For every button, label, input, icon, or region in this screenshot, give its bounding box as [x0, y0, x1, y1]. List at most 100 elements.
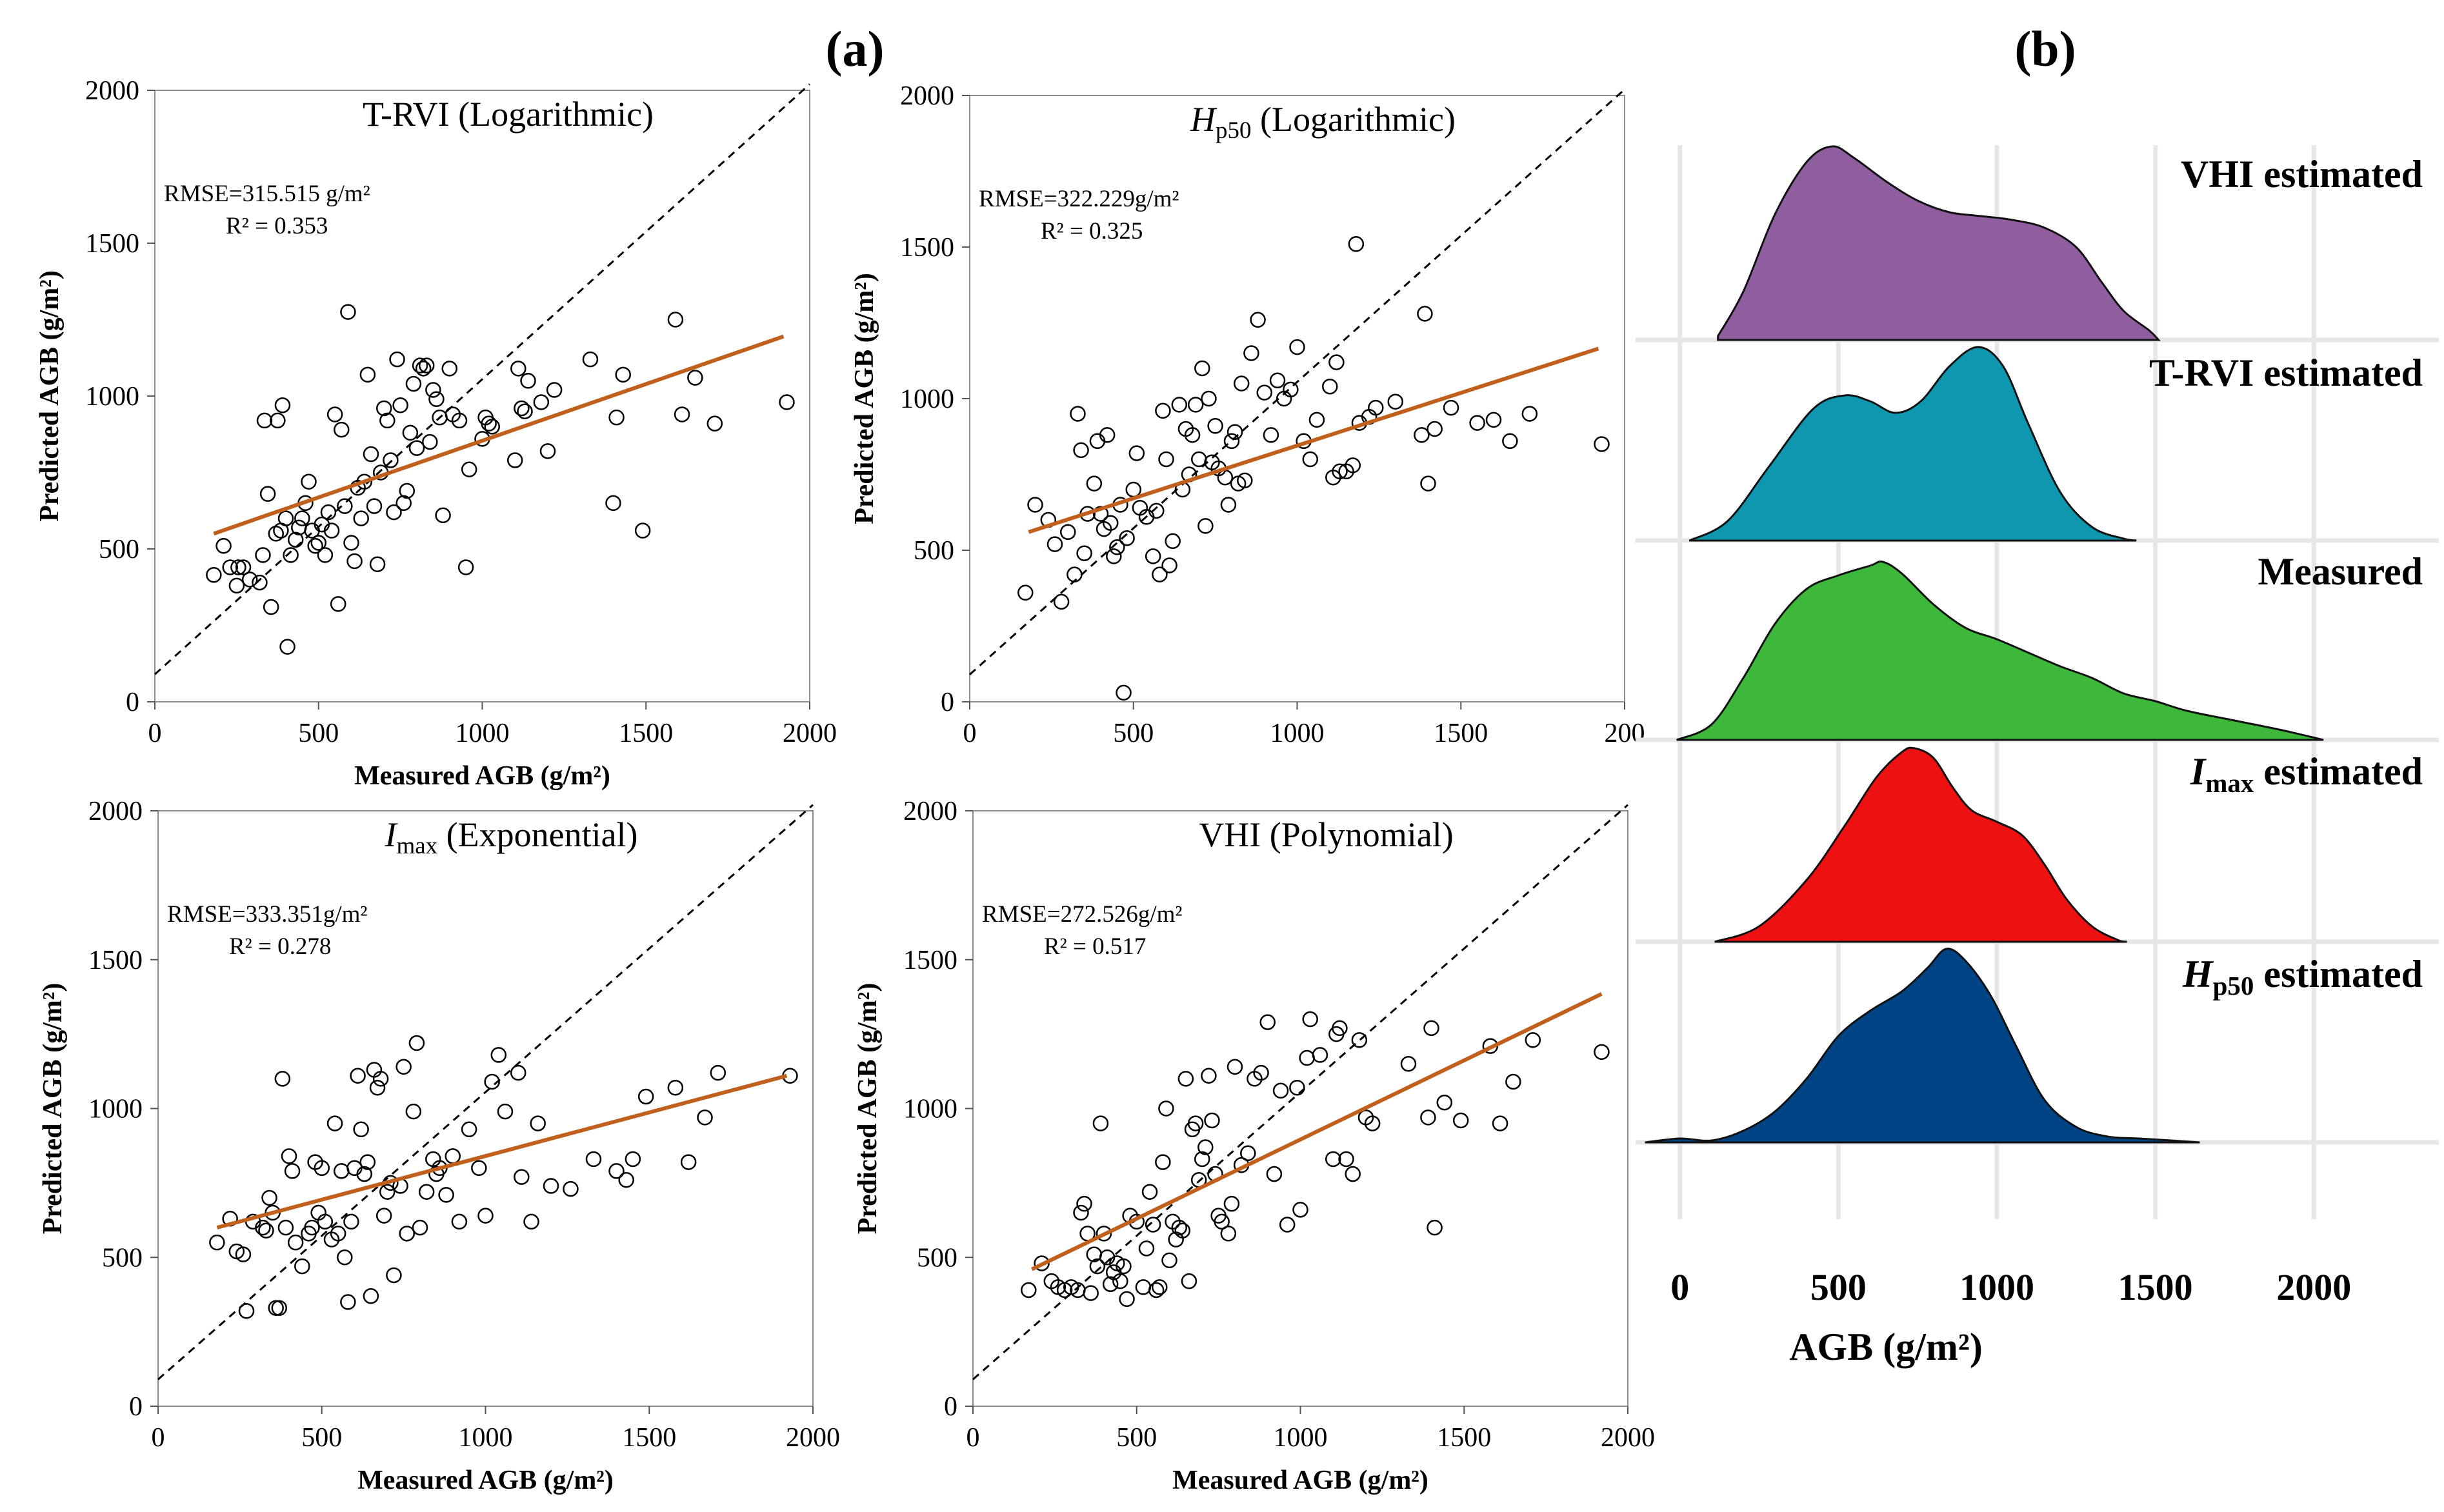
data-point — [261, 1189, 277, 1206]
data-point — [1201, 390, 1217, 407]
data-point — [255, 547, 271, 563]
data-point — [1325, 1151, 1341, 1168]
data-point — [457, 559, 474, 575]
y-tick-label: 1500 — [85, 229, 139, 259]
data-point — [1502, 433, 1518, 450]
x-tick-label: 500 — [301, 1423, 342, 1453]
x-tick-label: 500 — [1113, 719, 1154, 748]
data-point — [484, 1073, 500, 1090]
data-point — [291, 519, 307, 536]
data-point — [333, 1163, 350, 1179]
data-point — [326, 406, 343, 423]
data-point — [1427, 421, 1443, 437]
data-point — [1223, 1195, 1240, 1212]
data-point — [343, 1213, 359, 1230]
data-point — [1427, 1219, 1443, 1236]
data-point — [1034, 1255, 1050, 1271]
data-point — [1250, 312, 1266, 328]
data-point — [386, 504, 402, 521]
data-point — [353, 510, 369, 526]
y-tick-label: 0 — [941, 688, 954, 717]
ridgeline-x-tick-label: 1000 — [1959, 1266, 2034, 1308]
data-point — [533, 394, 550, 410]
data-point — [1070, 406, 1086, 422]
data-point — [1332, 1020, 1348, 1037]
scatter-panel-imax: 0 500 1000 1500 2000 0 500 1000 1500 2000 Imax (Ex… — [38, 797, 840, 1495]
data-point — [1279, 1217, 1296, 1233]
density-ridge — [1717, 145, 2161, 341]
data-point — [284, 1163, 301, 1179]
data-point — [268, 1300, 284, 1316]
data-point — [514, 1169, 530, 1185]
data-point — [451, 412, 468, 429]
data-point — [1452, 1112, 1469, 1129]
ridge-label: Imax estimated — [2190, 750, 2423, 798]
data-point — [1187, 1115, 1204, 1131]
data-point — [340, 1294, 356, 1310]
data-point — [1414, 427, 1430, 443]
data-point — [392, 397, 408, 413]
data-point — [425, 382, 441, 398]
data-point — [1187, 397, 1204, 413]
y-tick-label: 1000 — [85, 382, 139, 412]
data-point — [1259, 1014, 1276, 1030]
data-point — [490, 1047, 507, 1063]
y-axis-title: Predicted AGB (g/m²) — [853, 983, 883, 1235]
data-point — [1184, 427, 1201, 443]
data-point — [1272, 1082, 1289, 1099]
data-point — [363, 446, 379, 463]
x-tick-label: 0 — [148, 719, 162, 748]
data-point — [1423, 1020, 1439, 1037]
data-point — [405, 375, 422, 392]
data-point — [546, 382, 563, 398]
data-point — [396, 1059, 412, 1075]
data-point — [1240, 1145, 1256, 1161]
data-point — [1067, 566, 1083, 582]
fit-line — [216, 1073, 788, 1229]
data-point — [1155, 403, 1171, 419]
data-point — [625, 1151, 641, 1168]
data-point — [510, 1064, 526, 1081]
data-point — [1125, 481, 1141, 498]
data-point — [615, 366, 631, 383]
data-point — [1047, 536, 1063, 552]
data-point — [1135, 1279, 1152, 1295]
y-tick-label: 500 — [99, 535, 139, 564]
data-point — [366, 498, 383, 514]
data-point — [1165, 533, 1181, 550]
data-point — [274, 397, 291, 413]
data-point — [412, 1219, 428, 1236]
data-point — [1436, 1095, 1453, 1111]
panel-b-label: (b) — [2014, 21, 2076, 77]
data-point — [353, 1121, 369, 1138]
x-axis-title: Measured AGB (g/m²) — [354, 761, 610, 791]
data-point — [1102, 1276, 1119, 1293]
x-axis-title: Measured AGB (g/m²) — [357, 1466, 614, 1495]
data-point — [1220, 497, 1237, 513]
r2-label: R² = 0.325 — [1041, 218, 1143, 244]
data-point — [379, 412, 396, 429]
data-point — [510, 361, 526, 377]
data-point — [1204, 1112, 1220, 1129]
data-point — [283, 547, 299, 563]
data-point — [1194, 360, 1210, 377]
data-point — [307, 538, 323, 554]
ridgeline-x-tick-label: 0 — [1670, 1266, 1689, 1308]
data-point — [1420, 1109, 1436, 1126]
data-point — [1308, 412, 1325, 428]
data-point — [1289, 1079, 1305, 1096]
data-point — [1302, 451, 1319, 468]
density-ridge — [1714, 746, 2127, 943]
data-point — [451, 1213, 468, 1230]
data-point — [1112, 1273, 1128, 1289]
identity-line — [969, 88, 1625, 675]
data-point — [415, 361, 432, 377]
data-point — [1505, 1073, 1521, 1090]
data-point — [383, 452, 399, 468]
data-point — [256, 412, 273, 429]
data-point — [1492, 1115, 1508, 1131]
panel-title: Imax (Exponential) — [384, 815, 637, 859]
data-point — [1387, 393, 1403, 410]
data-point — [497, 1103, 514, 1120]
data-point — [1053, 593, 1070, 610]
